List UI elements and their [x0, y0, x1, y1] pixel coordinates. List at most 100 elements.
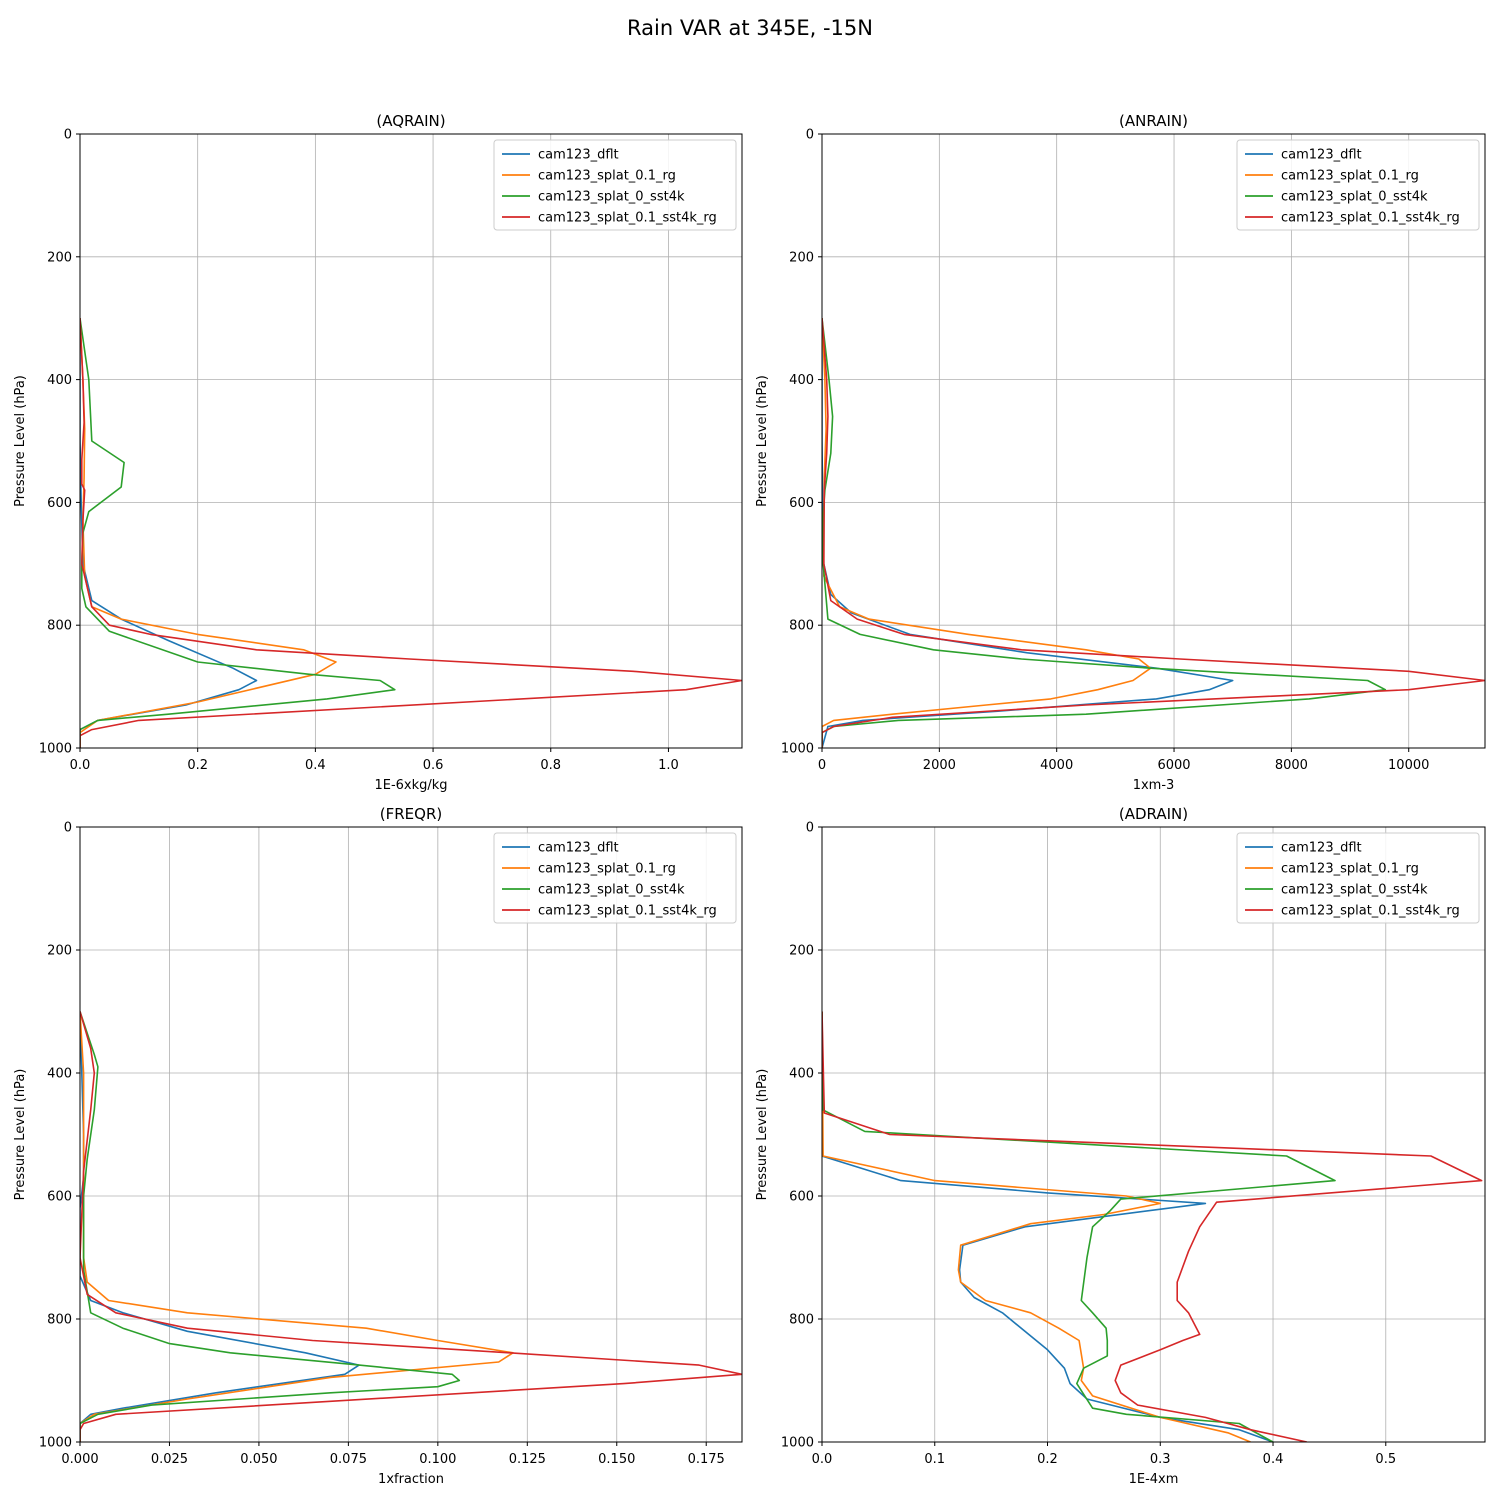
x-tick-label: 0.125: [509, 1452, 546, 1467]
x-tick-label: 0.1: [924, 1452, 945, 1467]
x-tick-label: 0.0: [812, 1452, 833, 1467]
series-line-cam123-splat-0-sst4k: [80, 1011, 461, 1442]
x-tick-label: 0.000: [61, 1452, 98, 1467]
x-axis-label: 1xfraction: [378, 1472, 444, 1487]
series-line-cam123-dflt: [822, 318, 1234, 748]
series-line-cam123-splat-0-1-rg: [80, 1011, 514, 1442]
y-tick-label: 800: [47, 619, 72, 634]
x-tick-label: 10000: [1388, 758, 1429, 773]
x-tick-label: 2000: [923, 758, 956, 773]
y-tick-label: 400: [47, 373, 72, 388]
series-line-cam123-splat-0-sst4k: [822, 318, 1387, 748]
subplot-title: (ADRAIN): [1119, 805, 1188, 823]
series-line-cam123-splat-0-1-rg: [822, 318, 1152, 748]
legend-label: cam123_splat_0_sst4k: [1281, 883, 1428, 898]
series-line-cam123-splat-0-1-sst4k-rg: [80, 1011, 742, 1442]
y-tick-label: 400: [789, 373, 814, 388]
y-tick-label: 0: [806, 128, 814, 143]
x-tick-label: 0.5: [1375, 1452, 1396, 1467]
legend-box: [1236, 139, 1480, 231]
series-line-cam123-splat-0-1-rg: [822, 1011, 1251, 1442]
legend-label: cam123_dflt: [538, 148, 619, 163]
y-axis-label: Pressure Level (hPa): [755, 1069, 770, 1201]
legend-label: cam123_splat_0.1_sst4k_rg: [538, 211, 717, 226]
legend-box: [493, 832, 737, 924]
series-line-cam123-splat-0-1-sst4k-rg: [80, 318, 742, 748]
x-tick-label: 0.025: [151, 1452, 188, 1467]
legend-label: cam123_splat_0.1_sst4k_rg: [1281, 904, 1460, 919]
x-tick-label: 0.2: [187, 758, 208, 773]
series-line-cam123-dflt: [80, 318, 258, 748]
legend-box: [1236, 832, 1480, 924]
y-tick-label: 1000: [781, 742, 814, 757]
x-tick-label: 0.8: [540, 758, 561, 773]
y-tick-label: 200: [789, 250, 814, 265]
y-tick-label: 200: [47, 944, 72, 959]
y-axis-label: Pressure Level (hPa): [755, 375, 770, 507]
y-tick-label: 400: [47, 1067, 72, 1082]
y-tick-label: 600: [47, 496, 72, 511]
legend-box: [493, 139, 737, 231]
x-tick-label: 0.6: [423, 758, 444, 773]
axes-frame: [79, 826, 743, 1443]
y-tick-label: 800: [789, 619, 814, 634]
x-tick-label: 0.050: [240, 1452, 277, 1467]
x-tick-label: 0.3: [1150, 1452, 1171, 1467]
legend-label: cam123_dflt: [538, 841, 619, 856]
y-tick-label: 200: [47, 250, 72, 265]
y-tick-label: 800: [789, 1313, 814, 1328]
y-axis-label: Pressure Level (hPa): [13, 375, 28, 507]
y-tick-label: 0: [806, 821, 814, 836]
x-tick-label: 0.4: [1263, 1452, 1284, 1467]
subplot-freqr: 0.000 0.025 0.050 0.075 0.100 0.125 0.150 0.175…: [13, 805, 743, 1487]
axes-frame: [821, 133, 1486, 749]
legend-label: cam123_splat_0.1_rg: [1281, 169, 1419, 184]
y-tick-label: 1000: [39, 1436, 72, 1451]
legend-label: cam123_splat_0.1_rg: [1281, 862, 1419, 877]
x-tick-label: 0.4: [305, 758, 326, 773]
series-line-cam123-dflt: [80, 1011, 360, 1442]
legend: cam123_dflt cam123_splat_0.1_rg cam123_spl…: [1236, 139, 1480, 231]
y-tick-label: 600: [789, 1190, 814, 1205]
series-line-cam123-splat-0-1-sst4k-rg: [822, 318, 1485, 748]
x-tick-label: 8000: [1275, 758, 1308, 773]
x-axis-label: 1E-4xm: [1129, 1472, 1179, 1487]
legend-label: cam123_dflt: [1281, 841, 1362, 856]
y-tick-label: 400: [789, 1067, 814, 1082]
legend-label: cam123_dflt: [1281, 148, 1362, 163]
y-axis-label: Pressure Level (hPa): [13, 1069, 28, 1201]
legend-label: cam123_splat_0.1_rg: [538, 862, 676, 877]
axes-frame: [821, 826, 1486, 1443]
x-tick-label: 6000: [1157, 758, 1190, 773]
legend: cam123_dflt cam123_splat_0.1_rg cam123_spl…: [493, 832, 737, 924]
legend-label: cam123_splat_0.1_sst4k_rg: [1281, 211, 1460, 226]
subplot-anrain: 0 2000 4000 6000 8000 10000 0 200 400 600 800 1000 (…: [755, 112, 1486, 793]
x-tick-label: 0.2: [1037, 1452, 1058, 1467]
y-tick-label: 800: [47, 1313, 72, 1328]
x-axis-label: 1xm-3: [1133, 778, 1175, 793]
x-tick-label: 0.150: [598, 1452, 635, 1467]
subplot-adrain: 0.0 0.1 0.2 0.3 0.4 0.5 0 200 400 600 800 1000 (ADRA…: [755, 805, 1486, 1487]
legend-label: cam123_splat_0.1_sst4k_rg: [538, 904, 717, 919]
y-tick-label: 600: [47, 1190, 72, 1205]
y-tick-label: 0: [64, 128, 72, 143]
series-line-cam123-splat-0-sst4k: [80, 318, 396, 748]
x-tick-label: 4000: [1040, 758, 1073, 773]
legend-label: cam123_splat_0_sst4k: [1281, 190, 1428, 205]
x-tick-label: 1.0: [658, 758, 679, 773]
legend: cam123_dflt cam123_splat_0.1_rg cam123_spl…: [1236, 832, 1480, 924]
x-tick-label: 0.0: [70, 758, 91, 773]
y-tick-label: 200: [789, 944, 814, 959]
legend-label: cam123_splat_0_sst4k: [538, 190, 685, 205]
legend-label: cam123_splat_0.1_rg: [538, 169, 676, 184]
series-line-cam123-splat-0-sst4k: [822, 1011, 1336, 1442]
series-line-cam123-dflt: [822, 1011, 1274, 1442]
subplot-title: (AQRAIN): [376, 112, 445, 130]
x-tick-label: 0: [818, 758, 826, 773]
legend: cam123_dflt cam123_splat_0.1_rg cam123_spl…: [493, 139, 737, 231]
y-tick-label: 0: [64, 821, 72, 836]
legend-label: cam123_splat_0_sst4k: [538, 883, 685, 898]
x-tick-label: 0.100: [419, 1452, 456, 1467]
subplot-aqrain: 0.0 0.2 0.4 0.6 0.8 1.0 0 200 400 600 800 1000 (AQRA…: [13, 112, 743, 793]
